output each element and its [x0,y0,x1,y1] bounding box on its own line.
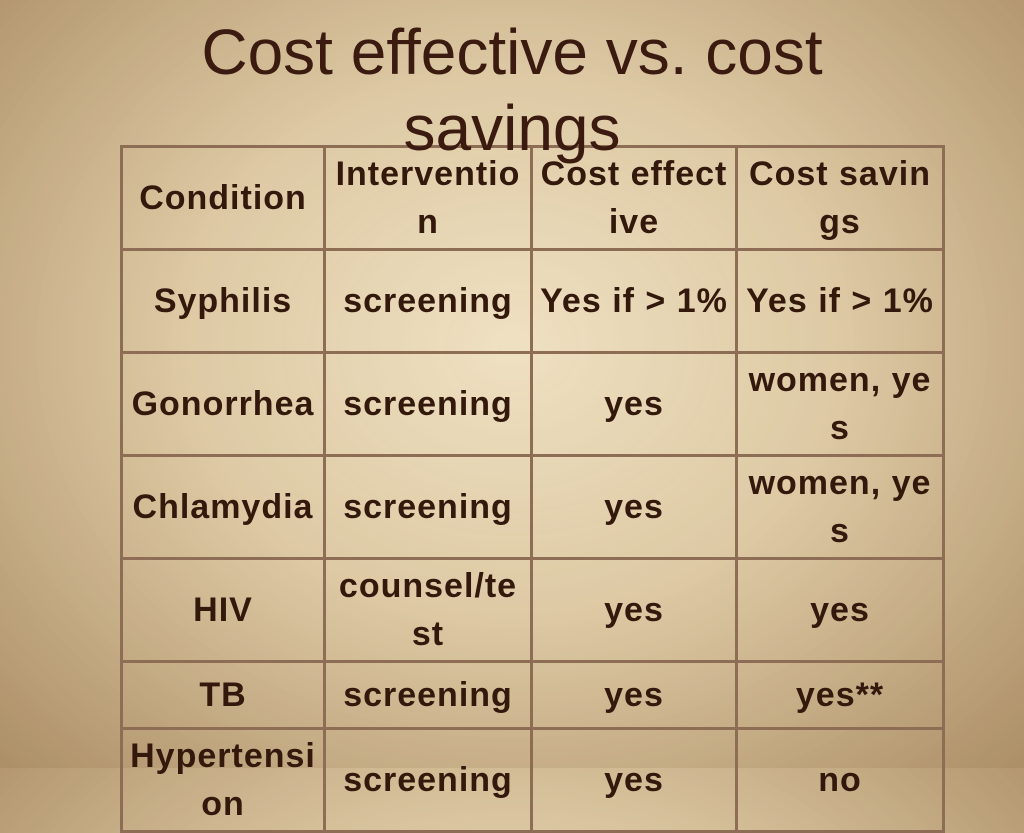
table-row: Syphilis screening Yes if > 1% Yes if > 1% [120,248,945,354]
table-cell: Yes if > 1% [735,248,945,354]
table-cell: yes [530,454,738,560]
table-cell: women, yes [735,454,945,560]
table-cell: screening [323,727,533,833]
slide-title: Cost effective vs. cost savings [201,16,823,164]
column-header: Cost effective [530,145,738,251]
table-row: HIV counsel/test yes yes [120,557,945,663]
table-cell: Syphilis [120,248,326,354]
table-cell: yes [530,557,738,663]
table-cell: Hypertension [120,727,326,833]
table-cell: screening [323,351,533,457]
column-header: Condition [120,145,326,251]
table-cell: Gonorrhea [120,351,326,457]
table-cell: Yes if > 1% [530,248,738,354]
table-cell: no [735,727,945,833]
table-row: Hypertension screening yes no [120,727,945,833]
table-cell: Chlamydia [120,454,326,560]
table-cell: yes [735,557,945,663]
table-cell: yes [530,660,738,730]
table-cell: yes [530,351,738,457]
data-table: Condition Intervention Cost effective Cost … [120,145,945,833]
table-cell: counsel/test [323,557,533,663]
table-cell: yes** [735,660,945,730]
table-cell: screening [323,660,533,730]
table-row: Chlamydia screening yes women, yes [120,454,945,560]
table-cell: HIV [120,557,326,663]
table-cell: TB [120,660,326,730]
header-row: Condition Intervention Cost effective Cost … [120,145,945,251]
column-header: Cost savings [735,145,945,251]
table-cell: screening [323,248,533,354]
table-cell: screening [323,454,533,560]
table-cell: women, yes [735,351,945,457]
column-header: Intervention [323,145,533,251]
table-row: TB screening yes yes** [120,660,945,730]
table-row: Gonorrhea screening yes women, yes [120,351,945,457]
table-body: Syphilis screening Yes if > 1% Yes if > 1% G… [120,248,945,833]
table-cell: yes [530,727,738,833]
